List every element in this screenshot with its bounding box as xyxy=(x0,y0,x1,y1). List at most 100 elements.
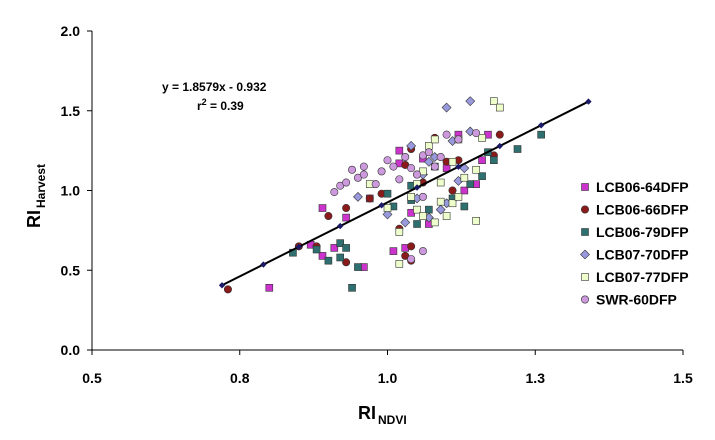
data-point xyxy=(490,97,498,105)
y-tick-label: 1.5 xyxy=(61,103,81,119)
data-point xyxy=(401,153,410,162)
data-point xyxy=(478,156,486,164)
data-point xyxy=(460,186,469,195)
data-point xyxy=(383,156,392,165)
legend-item: LCB07-77DFP xyxy=(581,269,689,285)
legend-label: LCB06-66DFP xyxy=(596,202,689,218)
data-point xyxy=(436,153,445,162)
data-point xyxy=(418,192,427,201)
legend: LCB06-64DFP LCB06-66DFP LCB06-79DFP LCB07-7… xyxy=(580,179,689,308)
data-point xyxy=(454,193,463,201)
data-point xyxy=(330,188,339,197)
data-point xyxy=(336,239,345,247)
legend-label: LCB06-79DFP xyxy=(596,224,689,240)
data-point xyxy=(495,130,504,139)
data-point xyxy=(430,135,439,144)
data-point xyxy=(406,140,417,151)
y-tick-label: 0.0 xyxy=(61,342,81,358)
legend-item: LCB06-64DFP xyxy=(581,179,689,195)
y-ticks: 0.0 0.5 1.0 1.5 2.0 xyxy=(61,23,92,358)
x-axis-title: RI NDVI xyxy=(358,403,407,427)
legend-marker xyxy=(581,273,589,281)
y-tick-label: 1.0 xyxy=(61,183,81,199)
data-point xyxy=(490,156,498,164)
data-point xyxy=(460,202,469,211)
trendline-marker xyxy=(413,184,421,191)
data-point xyxy=(424,148,433,157)
data-point xyxy=(495,103,504,112)
data-point xyxy=(448,186,457,195)
data-point xyxy=(359,170,368,179)
data-point xyxy=(342,213,350,222)
series-swr-60dfp xyxy=(330,129,481,264)
data-point xyxy=(383,204,392,212)
y-tick-label: 2.0 xyxy=(61,23,81,39)
data-point xyxy=(442,130,451,139)
data-point xyxy=(371,180,380,189)
legend-marker xyxy=(581,183,589,191)
data-point xyxy=(342,244,350,252)
data-point xyxy=(478,134,486,142)
trendline-line xyxy=(221,100,589,287)
data-point xyxy=(537,130,545,139)
x-tick-label: 0.8 xyxy=(230,370,250,386)
data-point xyxy=(400,217,411,228)
y-tick-label: 0.5 xyxy=(61,262,81,278)
data-point xyxy=(336,253,345,262)
trendline-marker xyxy=(585,98,592,105)
legend-marker xyxy=(580,249,590,260)
data-point xyxy=(389,162,398,171)
legend-item: SWR-60DFP xyxy=(580,292,677,308)
data-point xyxy=(407,193,415,201)
data-point xyxy=(353,191,363,202)
legend-marker xyxy=(581,228,589,236)
data-point xyxy=(395,260,404,268)
data-point xyxy=(407,164,416,173)
legend-label: LCB06-64DFP xyxy=(596,179,689,195)
data-point xyxy=(312,245,321,254)
data-point xyxy=(395,175,404,184)
data-point xyxy=(442,212,451,220)
data-point xyxy=(436,197,445,206)
data-point xyxy=(324,212,333,221)
data-point xyxy=(472,217,480,225)
data-point xyxy=(413,205,421,214)
legend-label: LCB07-70DFP xyxy=(596,247,689,263)
trendline xyxy=(218,98,592,289)
x-tick-label: 1.3 xyxy=(526,370,546,386)
data-point xyxy=(478,172,486,180)
trendline-marker xyxy=(295,243,303,250)
data-point xyxy=(436,178,445,187)
data-point xyxy=(348,283,356,292)
data-point xyxy=(395,228,404,236)
data-point xyxy=(407,242,416,251)
data-point xyxy=(330,244,339,252)
x-tick-label: 1.0 xyxy=(378,370,398,386)
data-point xyxy=(318,204,327,212)
series-lcb06-64dfp xyxy=(265,130,492,292)
data-point xyxy=(430,218,439,227)
data-point xyxy=(513,145,522,153)
data-point xyxy=(435,204,446,215)
trendline-marker xyxy=(260,261,267,268)
legend-item: LCB07-70DFP xyxy=(580,247,689,263)
data-point xyxy=(425,205,433,214)
data-point xyxy=(359,162,368,171)
data-point xyxy=(430,162,439,171)
data-point xyxy=(265,283,274,292)
trendline-marker xyxy=(337,222,344,230)
equation-label: y = 1.8579x - 0.932 xyxy=(162,80,267,94)
x-tick-label: 1.5 xyxy=(673,370,693,386)
data-point xyxy=(223,285,232,294)
data-point xyxy=(472,165,480,174)
data-point xyxy=(342,258,351,267)
data-point xyxy=(377,167,386,176)
data-point xyxy=(465,96,476,107)
legend-item: LCB06-79DFP xyxy=(581,224,689,240)
data-point xyxy=(407,255,416,264)
trendline-marker xyxy=(378,202,385,209)
data-point xyxy=(423,156,434,167)
data-point xyxy=(454,135,463,144)
data-point xyxy=(395,146,404,155)
